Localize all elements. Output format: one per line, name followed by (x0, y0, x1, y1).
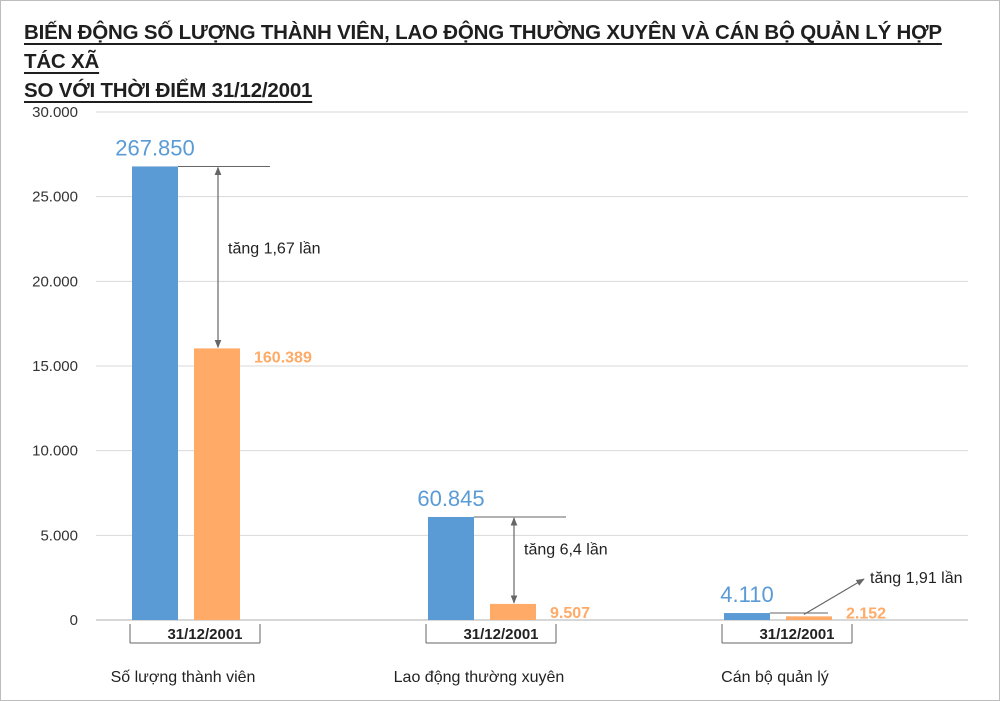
y-tick-label-5: 25.000 (32, 189, 78, 206)
date-label-1: 31/12/2001 (463, 626, 538, 643)
bar-current-0 (132, 166, 178, 620)
category-label-1: Lao động thường xuyên (394, 669, 565, 686)
chart-title-line-1: BIẾN ĐỘNG SỐ LƯỢNG THÀNH VIÊN, LAO ĐỘNG … (24, 21, 942, 73)
data-label-2001-2: 2.152 (846, 605, 886, 622)
annotation-text-2: tăng 1,91 lần (870, 570, 963, 587)
date-label-2: 31/12/2001 (759, 626, 834, 643)
y-tick-label-4: 20.000 (32, 273, 78, 290)
category-label-0: Số lượng thành viên (111, 669, 256, 686)
bar-2001-0 (194, 348, 240, 620)
y-tick-label-3: 15.000 (32, 358, 78, 375)
data-label-current-0: 267.850 (115, 135, 195, 160)
chart-title-line-2: SO VỚI THỜI ĐIỂM 31/12/2001 (24, 79, 313, 102)
bar-current-1 (428, 516, 474, 620)
bar-2001-1 (490, 603, 536, 620)
data-label-current-1: 60.845 (417, 486, 484, 511)
y-tick-label-6: 30.000 (32, 104, 78, 121)
date-label-0: 31/12/2001 (167, 626, 242, 643)
annotation-arrow-2 (803, 578, 865, 615)
annotation-text-0: tăng 1,67 lần (228, 240, 321, 257)
y-tick-label-1: 5.000 (40, 527, 78, 544)
bar-current-2 (724, 613, 770, 620)
bar-2001-2 (786, 616, 832, 620)
y-tick-label-2: 10.000 (32, 443, 78, 460)
data-label-current-2: 4.110 (720, 582, 773, 607)
data-label-2001-1: 9.507 (550, 605, 590, 622)
data-label-2001-0: 160.389 (254, 349, 312, 366)
annotation-text-1: tăng 6,4 lần (524, 541, 608, 558)
chart-title: BIẾN ĐỘNG SỐ LƯỢNG THÀNH VIÊN, LAO ĐỘNG … (24, 18, 964, 105)
category-label-2: Cán bộ quản lý (721, 669, 829, 686)
y-tick-label-0: 0 (70, 612, 78, 629)
